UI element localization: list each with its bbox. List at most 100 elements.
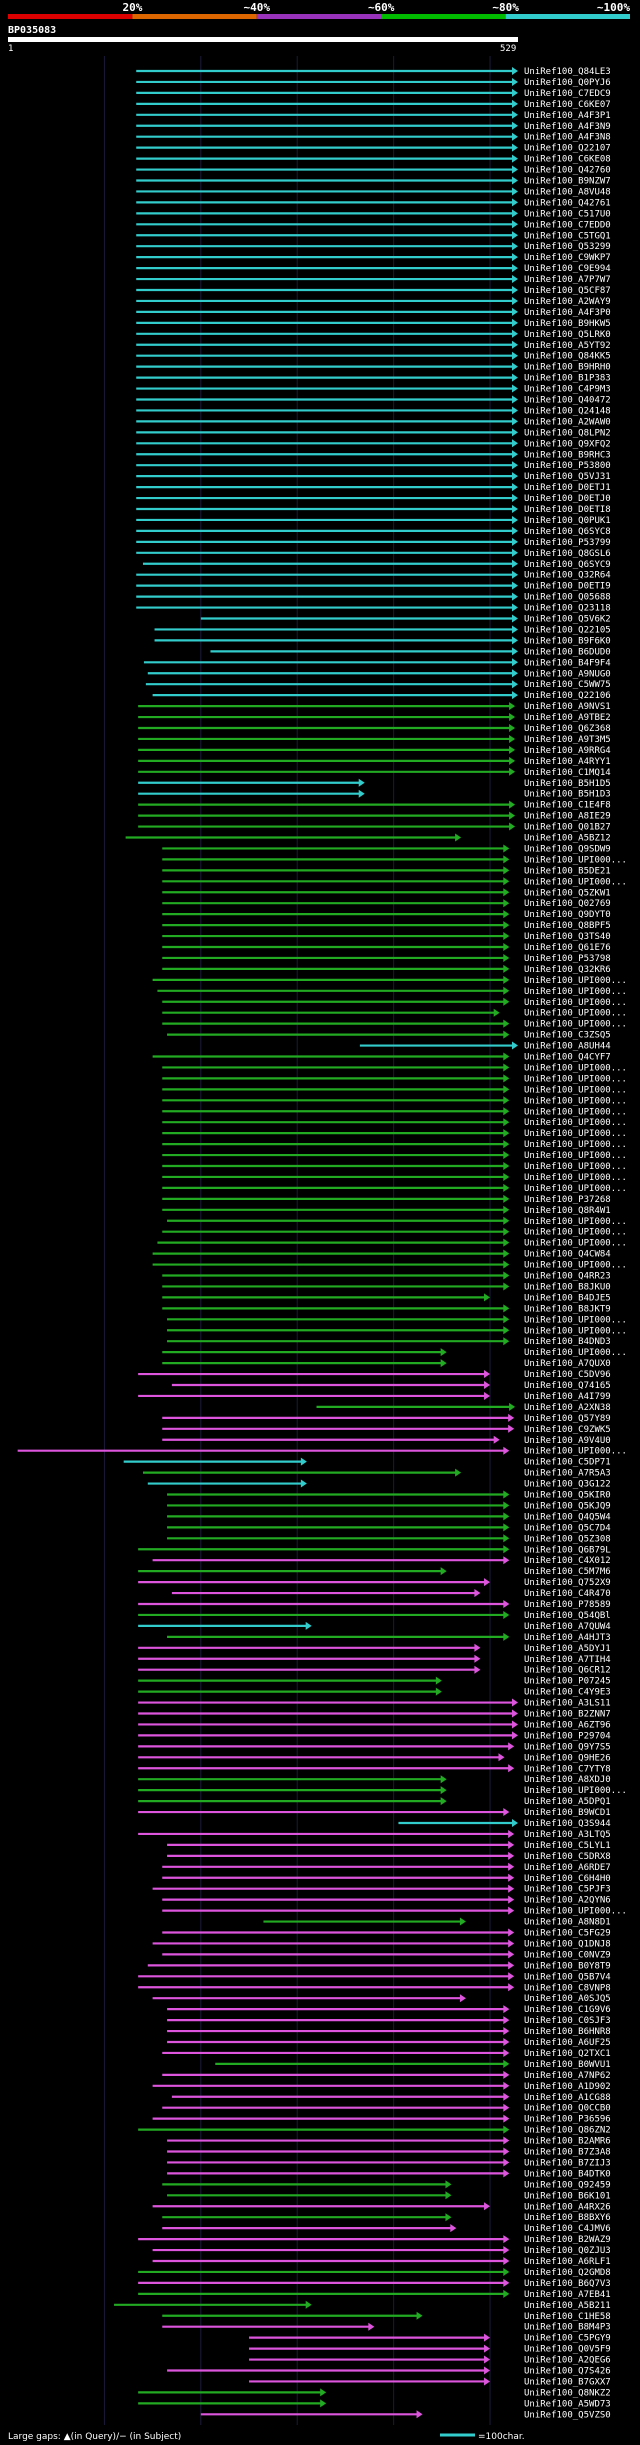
hit-label[interactable]: UniRef100_C4Y9E3 — [524, 1688, 611, 1698]
hit-label[interactable]: UniRef100_UPI000... — [524, 1140, 627, 1150]
hit-label[interactable]: UniRef100_Q0ZJU3 — [524, 2246, 611, 2256]
alignment-row[interactable]: UniRef100_Q3G122 — [147, 1479, 611, 1490]
hit-label[interactable]: UniRef100_Q8R4W1 — [524, 1206, 611, 1216]
hit-label[interactable]: UniRef100_A7R5A3 — [524, 1469, 611, 1479]
alignment-row[interactable]: UniRef100_A4RYY1 — [138, 756, 611, 767]
alignment-row[interactable]: UniRef100_D0ETJ0 — [136, 494, 611, 504]
hit-label[interactable]: UniRef100_Q752X9 — [524, 1578, 611, 1588]
hit-label[interactable]: UniRef100_UPI000... — [524, 1315, 627, 1325]
alignment-row[interactable]: UniRef100_B9RHC3 — [136, 450, 611, 460]
alignment-row[interactable]: UniRef100_UPI000... — [167, 1216, 627, 1227]
hit-label[interactable]: UniRef100_A9NUG0 — [524, 669, 611, 679]
hit-label[interactable]: UniRef100_Q05688 — [524, 593, 611, 603]
hit-label[interactable]: UniRef100_C0NVZ9 — [524, 1950, 611, 1960]
hit-label[interactable]: UniRef100_Q7S426 — [524, 2367, 611, 2377]
hit-label[interactable]: UniRef100_Q5LRK0 — [524, 330, 611, 340]
hit-label[interactable]: UniRef100_Q6Z368 — [524, 724, 611, 734]
alignment-row[interactable]: UniRef100_A9V4U0 — [162, 1435, 611, 1446]
alignment-row[interactable]: UniRef100_P29704 — [138, 1731, 611, 1741]
alignment-row[interactable]: UniRef100_C5TGQ1 — [136, 231, 611, 241]
hit-label[interactable]: UniRef100_B4DND3 — [524, 1337, 611, 1347]
hit-label[interactable]: UniRef100_B4DJE5 — [524, 1293, 611, 1303]
alignment-row[interactable]: UniRef100_Q24148 — [136, 406, 611, 416]
hit-label[interactable]: UniRef100_A9NVS1 — [524, 702, 611, 712]
hit-label[interactable]: UniRef100_D0ETJ0 — [524, 494, 611, 504]
hit-label[interactable]: UniRef100_UPI000... — [524, 1009, 627, 1019]
hit-label[interactable]: UniRef100_A7NP62 — [524, 2071, 611, 2081]
alignment-row[interactable]: UniRef100_A9RRG4 — [138, 745, 611, 756]
hit-label[interactable]: UniRef100_Q6SYC9 — [524, 560, 611, 570]
alignment-row[interactable]: UniRef100_D0ETJ1 — [136, 483, 611, 493]
hit-label[interactable]: UniRef100_Q0PUK1 — [524, 516, 611, 526]
hit-label[interactable]: UniRef100_C6KE07 — [524, 100, 611, 110]
alignment-row[interactable]: UniRef100_UPI000... — [162, 1129, 627, 1139]
alignment-row[interactable]: UniRef100_A0SJQ5 — [152, 1994, 611, 2004]
alignment-row[interactable]: UniRef100_A8UH44 — [359, 1041, 611, 1052]
alignment-row[interactable]: UniRef100_A1CG88 — [171, 2092, 611, 2103]
alignment-row[interactable]: UniRef100_UPI000... — [17, 1446, 627, 1457]
alignment-row[interactable]: UniRef100_Q8R4W1 — [162, 1205, 611, 1216]
hit-label[interactable]: UniRef100_P37268 — [524, 1195, 611, 1205]
hit-label[interactable]: UniRef100_Q3S944 — [524, 1819, 611, 1829]
hit-label[interactable]: UniRef100_A2QEG6 — [524, 2356, 611, 2366]
alignment-row[interactable]: UniRef100_Q92459 — [162, 2180, 611, 2190]
hit-label[interactable]: UniRef100_Q53299 — [524, 242, 611, 252]
alignment-row[interactable]: UniRef100_C9ZWK5 — [162, 1424, 611, 1435]
hit-label[interactable]: UniRef100_A2WAW0 — [524, 417, 611, 427]
alignment-row[interactable]: UniRef100_A4F3N9 — [136, 121, 611, 132]
alignment-row[interactable]: UniRef100_Q5LRK0 — [136, 329, 611, 340]
hit-label[interactable]: UniRef100_Q01B27 — [524, 823, 611, 833]
hit-label[interactable]: UniRef100_B8M4P3 — [524, 2323, 611, 2333]
alignment-row[interactable]: UniRef100_B1P383 — [136, 373, 611, 384]
hit-label[interactable]: UniRef100_B7Z3A8 — [524, 2148, 611, 2158]
alignment-row[interactable]: UniRef100_Q22105 — [154, 625, 611, 635]
hit-label[interactable]: UniRef100_A4F3P0 — [524, 308, 611, 318]
alignment-row[interactable]: UniRef100_A8VU48 — [136, 187, 611, 197]
alignment-row[interactable]: UniRef100_Q2TXC1 — [162, 2048, 611, 2059]
hit-label[interactable]: UniRef100_A5DPQ1 — [524, 1797, 611, 1807]
alignment-row[interactable]: UniRef100_A1D902 — [152, 2081, 611, 2092]
alignment-row[interactable]: UniRef100_B9HRH0 — [136, 362, 611, 373]
alignment-row[interactable]: UniRef100_UPI000... — [138, 1786, 627, 1796]
alignment-row[interactable]: UniRef100_A8N8D1 — [263, 1917, 611, 1928]
alignment-row[interactable]: UniRef100_Q3TS40 — [162, 932, 611, 942]
hit-label[interactable]: UniRef100_Q42760 — [524, 166, 611, 176]
alignment-row[interactable]: UniRef100_UPI000... — [162, 1019, 627, 1030]
hit-label[interactable]: UniRef100_A7QUX0 — [524, 1359, 611, 1369]
alignment-row[interactable]: UniRef100_UPI000... — [162, 1118, 627, 1128]
alignment-row[interactable]: UniRef100_B5H1D3 — [138, 789, 611, 800]
hit-label[interactable]: UniRef100_A2WAY9 — [524, 297, 611, 307]
hit-label[interactable]: UniRef100_A1CG88 — [524, 2093, 611, 2103]
alignment-row[interactable]: UniRef100_B8BXY6 — [162, 2213, 611, 2223]
hit-label[interactable]: UniRef100_C6KE08 — [524, 155, 611, 165]
alignment-row[interactable]: UniRef100_Q05688 — [136, 592, 611, 603]
hit-label[interactable]: UniRef100_C6H4H0 — [524, 1874, 611, 1884]
alignment-row[interactable]: UniRef100_Q6SYC8 — [136, 526, 611, 537]
hit-label[interactable]: UniRef100_Q4RR23 — [524, 1272, 611, 1282]
hit-label[interactable]: UniRef100_B7ZIJ3 — [524, 2158, 611, 2168]
hit-label[interactable]: UniRef100_UPI000... — [524, 1129, 627, 1139]
hit-label[interactable]: UniRef100_A8N8D1 — [524, 1918, 611, 1928]
alignment-row[interactable]: UniRef100_C6KE08 — [136, 154, 611, 165]
alignment-row[interactable]: UniRef100_A5BZ12 — [125, 833, 611, 844]
hit-label[interactable]: UniRef100_B2ZNN7 — [524, 1710, 611, 1720]
hit-label[interactable]: UniRef100_C5TGQ1 — [524, 231, 611, 241]
alignment-row[interactable]: UniRef100_A7QUX0 — [162, 1359, 611, 1369]
alignment-row[interactable]: UniRef100_Q40472 — [136, 395, 611, 406]
alignment-row[interactable]: UniRef100_A8IE29 — [138, 811, 611, 822]
hit-label[interactable]: UniRef100_Q8LPN2 — [524, 428, 611, 438]
alignment-row[interactable]: UniRef100_B7GXX7 — [249, 2377, 611, 2387]
hit-label[interactable]: UniRef100_B9F6K0 — [524, 636, 611, 646]
hit-label[interactable]: UniRef100_Q5KJQ9 — [524, 1501, 611, 1511]
alignment-row[interactable]: UniRef100_A8XDJ0 — [138, 1775, 611, 1785]
alignment-row[interactable]: UniRef100_Q8GSL6 — [136, 548, 611, 559]
alignment-row[interactable]: UniRef100_Q5KIR0 — [167, 1490, 611, 1501]
hit-label[interactable]: UniRef100_B9HRH0 — [524, 363, 611, 373]
hit-label[interactable]: UniRef100_Q6B79L — [524, 1545, 611, 1555]
hit-label[interactable]: UniRef100_C1HE58 — [524, 2312, 611, 2322]
alignment-row[interactable]: UniRef100_C9WKP7 — [136, 253, 611, 263]
alignment-row[interactable]: UniRef100_P78589 — [138, 1600, 611, 1610]
hit-label[interactable]: UniRef100_B6HNR8 — [524, 2027, 611, 2037]
alignment-row[interactable]: UniRef100_C5FG29 — [162, 1928, 611, 1939]
alignment-row[interactable]: UniRef100_C7YTY8 — [138, 1764, 611, 1774]
